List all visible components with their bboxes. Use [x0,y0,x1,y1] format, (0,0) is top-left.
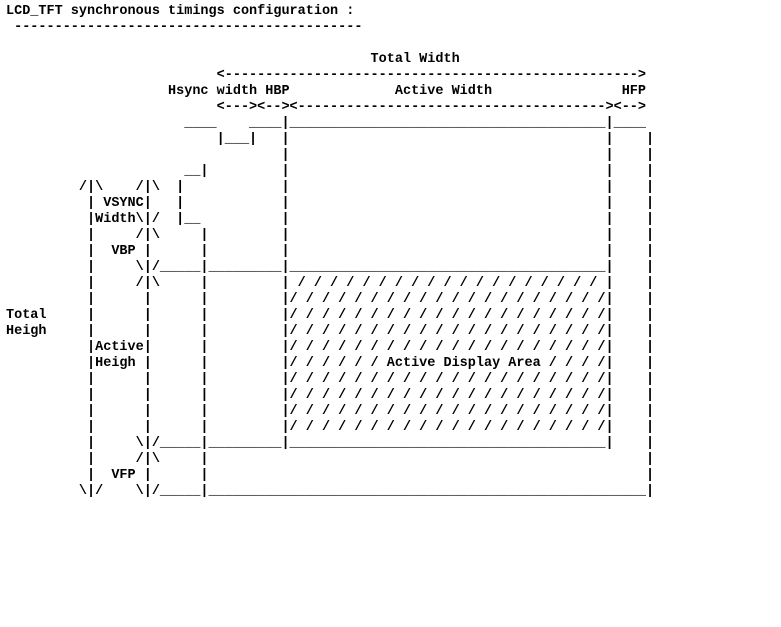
timing-diagram: LCD_TFT synchronous timings configuratio… [0,0,781,504]
